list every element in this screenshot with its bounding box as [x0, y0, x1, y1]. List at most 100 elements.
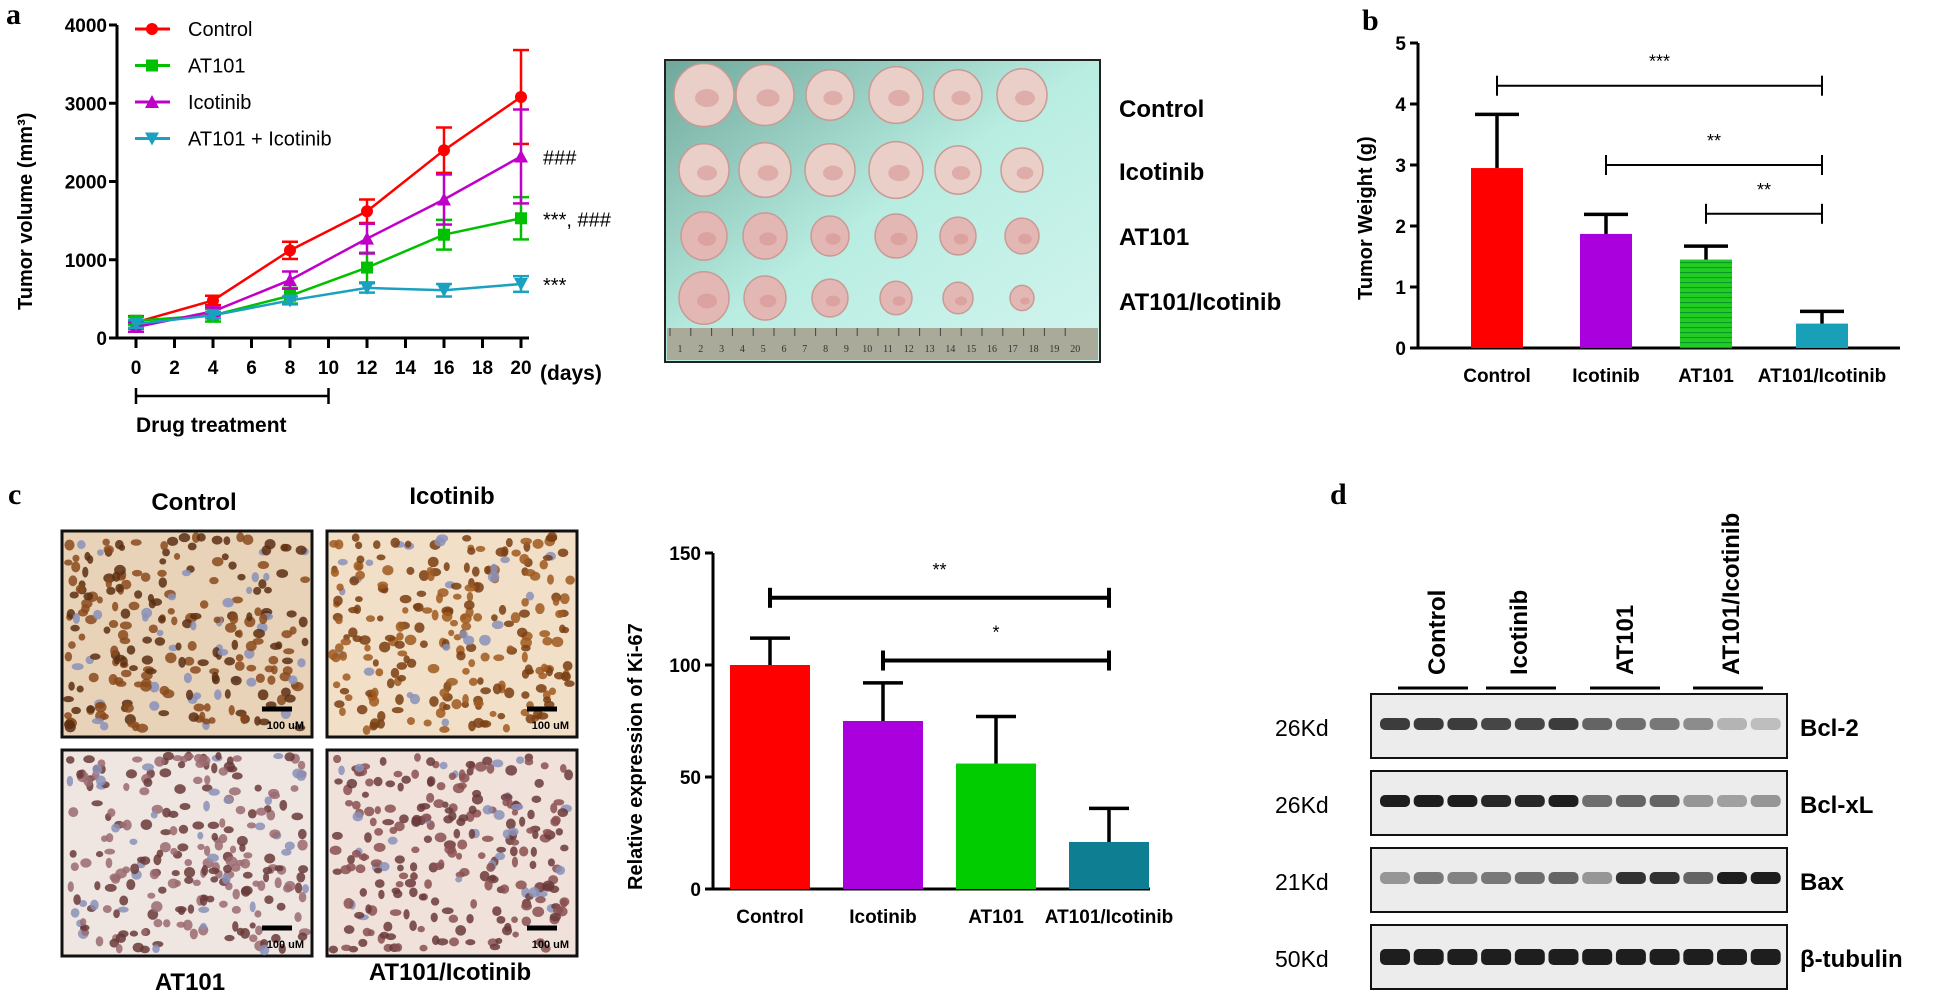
cell-nucleus	[271, 933, 281, 944]
cell-nucleus	[406, 566, 415, 575]
ruler-number: 16	[987, 344, 997, 355]
category-label: AT101/Icotinib	[1045, 907, 1173, 928]
cell-nucleus	[398, 872, 409, 880]
cell-nucleus	[122, 819, 132, 831]
cell-nucleus	[551, 636, 564, 648]
cell-nucleus	[394, 640, 405, 649]
cell-nucleus	[295, 545, 307, 555]
cell-nucleus	[399, 814, 409, 824]
cell-nucleus	[140, 681, 152, 692]
blot-band	[1548, 718, 1579, 730]
cell-nucleus	[208, 788, 220, 796]
cell-nucleus	[433, 799, 445, 809]
cell-nucleus	[519, 553, 530, 565]
cell-nucleus	[211, 671, 219, 683]
cell-nucleus	[448, 772, 456, 781]
cell-nucleus	[211, 556, 224, 567]
tumor-specimen-shade	[888, 89, 910, 107]
cell-nucleus	[203, 703, 211, 712]
cell-nucleus	[255, 673, 265, 684]
cell-nucleus	[389, 826, 398, 835]
cell-nucleus	[112, 601, 119, 612]
cell-nucleus	[206, 895, 215, 903]
significance-label: ***	[1649, 52, 1670, 72]
cell-nucleus	[209, 576, 219, 585]
cell-nucleus	[192, 879, 201, 886]
cell-nucleus	[105, 577, 112, 589]
data-point	[284, 244, 296, 257]
cell-nucleus	[228, 705, 235, 716]
cell-nucleus	[519, 816, 526, 827]
cell-nucleus	[214, 840, 224, 851]
cell-nucleus	[495, 547, 508, 557]
y-tick-label: 1	[1395, 278, 1406, 299]
blot-band	[1582, 872, 1613, 884]
blot-band	[1683, 795, 1714, 807]
cell-nucleus	[71, 561, 81, 573]
cell-nucleus	[178, 824, 189, 834]
y-tick-label: 3	[1395, 156, 1406, 177]
cell-nucleus	[555, 865, 566, 875]
cell-nucleus	[564, 769, 574, 781]
cell-nucleus	[365, 904, 372, 914]
cell-nucleus	[465, 643, 477, 653]
cell-nucleus	[235, 654, 244, 662]
cell-nucleus	[99, 722, 109, 731]
cell-nucleus	[284, 694, 296, 703]
cell-nucleus	[482, 756, 493, 766]
cell-nucleus	[134, 590, 143, 599]
legend-marker	[145, 132, 159, 146]
data-point	[515, 212, 527, 225]
cell-nucleus	[333, 754, 342, 764]
cell-nucleus	[376, 554, 386, 561]
tumor-specimen-shade	[1016, 166, 1034, 180]
cell-nucleus	[291, 812, 304, 821]
cell-nucleus	[339, 707, 346, 716]
cell-nucleus	[521, 644, 531, 652]
cell-nucleus	[64, 559, 73, 566]
cell-nucleus	[219, 900, 228, 908]
protein-label: Bax	[1800, 869, 1845, 896]
cell-nucleus	[259, 613, 268, 625]
cell-nucleus	[525, 591, 535, 601]
cell-nucleus	[103, 626, 111, 634]
cell-nucleus	[484, 565, 491, 575]
cell-nucleus	[406, 691, 414, 699]
cell-nucleus	[226, 756, 234, 766]
y-tick-label: 4	[1395, 95, 1406, 116]
cell-nucleus	[355, 596, 363, 603]
cell-nucleus	[511, 856, 519, 868]
cell-nucleus	[443, 703, 451, 711]
cell-nucleus	[468, 828, 476, 840]
cell-nucleus	[196, 533, 206, 542]
cell-nucleus	[542, 636, 553, 646]
cell-nucleus	[171, 870, 180, 877]
cell-nucleus	[365, 778, 374, 787]
y-tick-label: 100	[669, 656, 701, 677]
blot-band	[1582, 718, 1613, 730]
cell-nucleus	[126, 645, 136, 655]
cell-nucleus	[69, 591, 79, 599]
cell-nucleus	[468, 677, 478, 686]
cell-nucleus	[549, 912, 561, 922]
tumor-specimen-shade	[759, 294, 777, 308]
cell-nucleus	[203, 845, 211, 857]
cell-nucleus	[377, 581, 389, 589]
cell-nucleus	[64, 721, 76, 733]
cell-nucleus	[240, 886, 251, 897]
cell-nucleus	[254, 607, 262, 617]
cell-nucleus	[70, 624, 80, 632]
cell-nucleus	[78, 633, 86, 641]
cell-nucleus	[236, 927, 245, 936]
cell-nucleus	[343, 897, 354, 909]
cell-nucleus	[136, 723, 149, 733]
cell-nucleus	[199, 711, 206, 722]
cell-nucleus	[214, 689, 222, 700]
cell-nucleus	[223, 536, 231, 545]
cell-nucleus	[222, 597, 234, 608]
cell-nucleus	[284, 841, 295, 851]
ihc-title-icotinib: Icotinib	[409, 483, 494, 510]
cell-nucleus	[68, 641, 76, 649]
cell-nucleus	[297, 839, 308, 851]
cell-nucleus	[254, 716, 261, 726]
